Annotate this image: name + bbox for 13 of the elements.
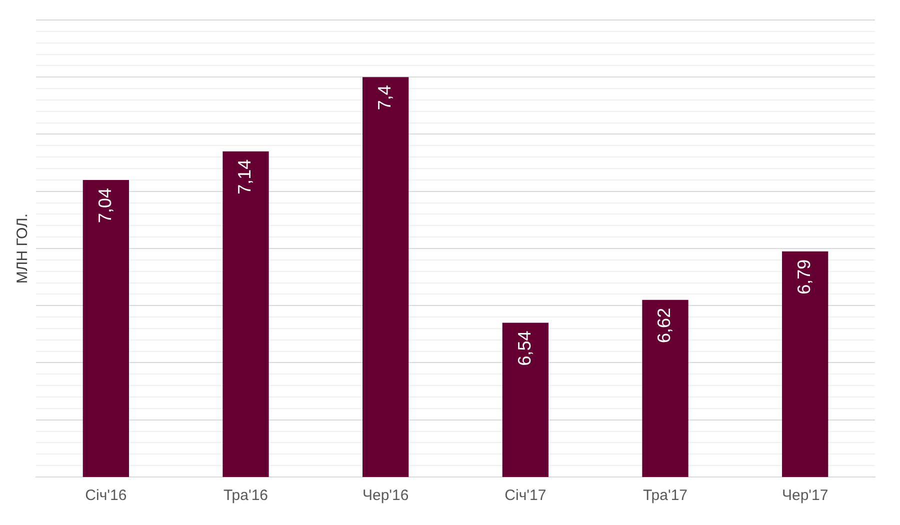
data-label: 6,62 (654, 308, 674, 343)
y-axis-title: МЛН ГОЛ. (14, 213, 32, 284)
data-label: 6,79 (794, 259, 814, 294)
x-tick-label: Чер'16 (362, 487, 409, 504)
x-tick-label: Тра'16 (223, 487, 268, 504)
x-tick-label: Січ'17 (504, 487, 546, 504)
data-label: 6,54 (514, 330, 534, 366)
x-tick-label: Тра'17 (642, 487, 688, 504)
data-label: 7,4 (374, 85, 395, 110)
x-tick-label: Чер'17 (782, 487, 828, 504)
x-tick-label: Січ'16 (85, 487, 127, 504)
data-label: 7,14 (234, 159, 255, 194)
data-label: 7,04 (94, 188, 115, 223)
